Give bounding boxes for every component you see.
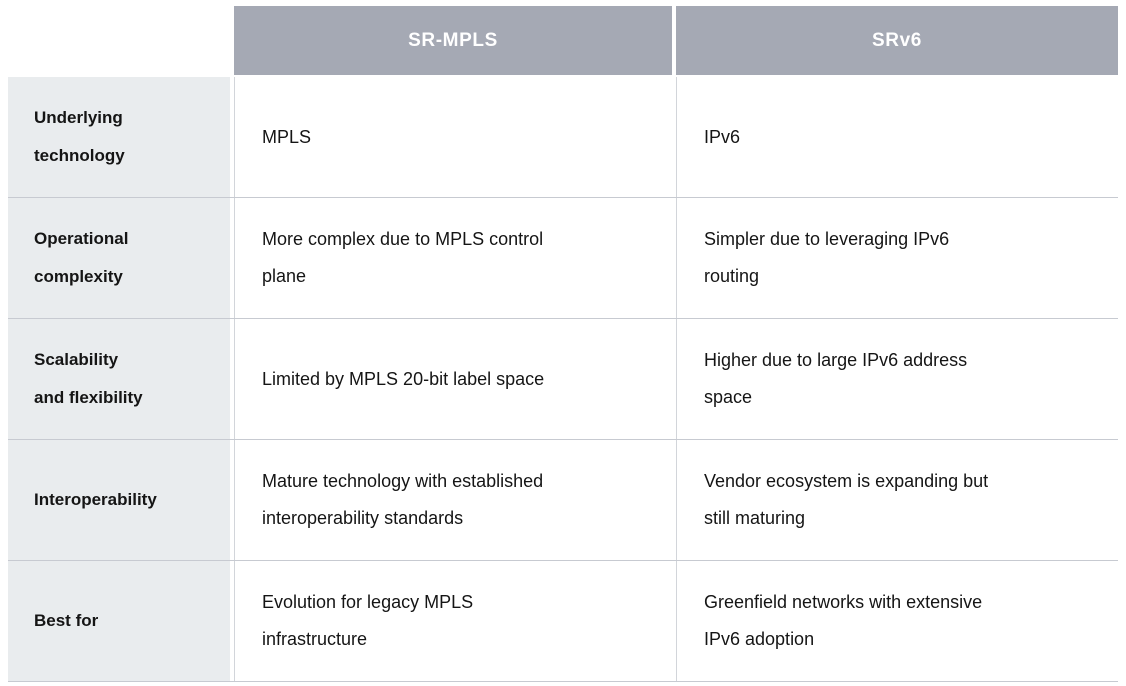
corner-cell bbox=[8, 6, 230, 75]
cell-operational-complexity-sr-mpls: More complex due to MPLS control plane bbox=[234, 198, 672, 318]
cell-scalability-and-flexibility-sr-mpls: Limited by MPLS 20-bit label space bbox=[234, 319, 672, 439]
cell-best-for-srv6: Greenfield networks with extensive IPv6 … bbox=[676, 561, 1118, 681]
row-label-operational-complexity: Operational complexity bbox=[8, 198, 230, 318]
table-row-underlying-technology: Underlying technology MPLS IPv6 bbox=[8, 77, 1118, 198]
table-row-interoperability: Interoperability Mature technology with … bbox=[8, 440, 1118, 561]
cell-underlying-technology-sr-mpls: MPLS bbox=[234, 77, 672, 197]
table-row-best-for: Best for Evolution for legacy MPLS infra… bbox=[8, 561, 1118, 682]
cell-interoperability-sr-mpls: Mature technology with established inter… bbox=[234, 440, 672, 560]
cell-best-for-sr-mpls: Evolution for legacy MPLS infrastructure bbox=[234, 561, 672, 681]
row-label-best-for: Best for bbox=[8, 561, 230, 681]
table-row-scalability-and-flexibility: Scalability and flexibility Limited by M… bbox=[8, 319, 1118, 440]
column-header-sr-mpls: SR-MPLS bbox=[234, 6, 672, 75]
row-label-scalability-and-flexibility: Scalability and flexibility bbox=[8, 319, 230, 439]
table-header-row: SR-MPLS SRv6 bbox=[8, 6, 1118, 75]
cell-interoperability-srv6: Vendor ecosystem is expanding but still … bbox=[676, 440, 1118, 560]
cell-underlying-technology-srv6: IPv6 bbox=[676, 77, 1118, 197]
cell-operational-complexity-srv6: Simpler due to leveraging IPv6 routing bbox=[676, 198, 1118, 318]
cell-scalability-and-flexibility-srv6: Higher due to large IPv6 address space bbox=[676, 319, 1118, 439]
column-header-srv6: SRv6 bbox=[676, 6, 1118, 75]
row-label-interoperability: Interoperability bbox=[8, 440, 230, 560]
sr-mpls-vs-srv6-table: SR-MPLS SRv6 Underlying technology MPLS … bbox=[8, 6, 1118, 682]
table-row-operational-complexity: Operational complexity More complex due … bbox=[8, 198, 1118, 319]
row-label-underlying-technology: Underlying technology bbox=[8, 77, 230, 197]
